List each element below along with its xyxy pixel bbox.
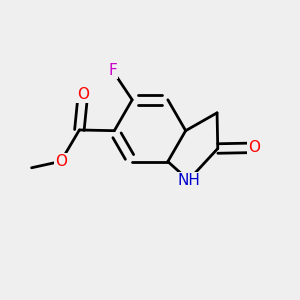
Text: O: O (55, 154, 67, 169)
Text: NH: NH (177, 172, 200, 188)
Text: O: O (248, 140, 260, 155)
Text: O: O (77, 87, 89, 102)
Text: F: F (108, 63, 117, 78)
